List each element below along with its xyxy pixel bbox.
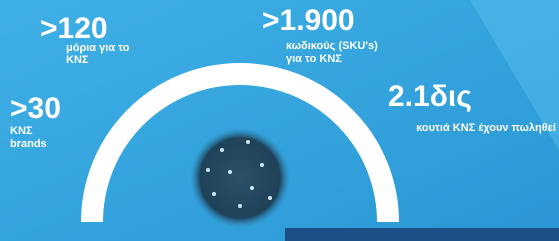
stat-label: κουτιά ΚΝΣ έχουν πωληθεί [416,122,556,134]
stat-value: >30 [10,92,61,125]
stat-label: ΚΝΣ [10,125,33,137]
stat-label: ΚΝΣ [66,54,89,66]
bottom-bar [285,228,559,241]
stat-value: >1.900 [262,4,355,37]
brain-graphic [190,128,290,228]
stat-value: 2.1δις [388,80,472,113]
stat-label: για το ΚΝΣ [286,53,342,65]
stat-label: μόρια για το [66,42,130,54]
infographic: >120 μόρια για το ΚΝΣ >1.900 κωδικούς (S… [0,0,559,241]
stat-label: brands [10,138,47,150]
stat-label: κωδικούς (SKU's) [286,40,378,52]
stat-value: >120 [40,12,108,45]
